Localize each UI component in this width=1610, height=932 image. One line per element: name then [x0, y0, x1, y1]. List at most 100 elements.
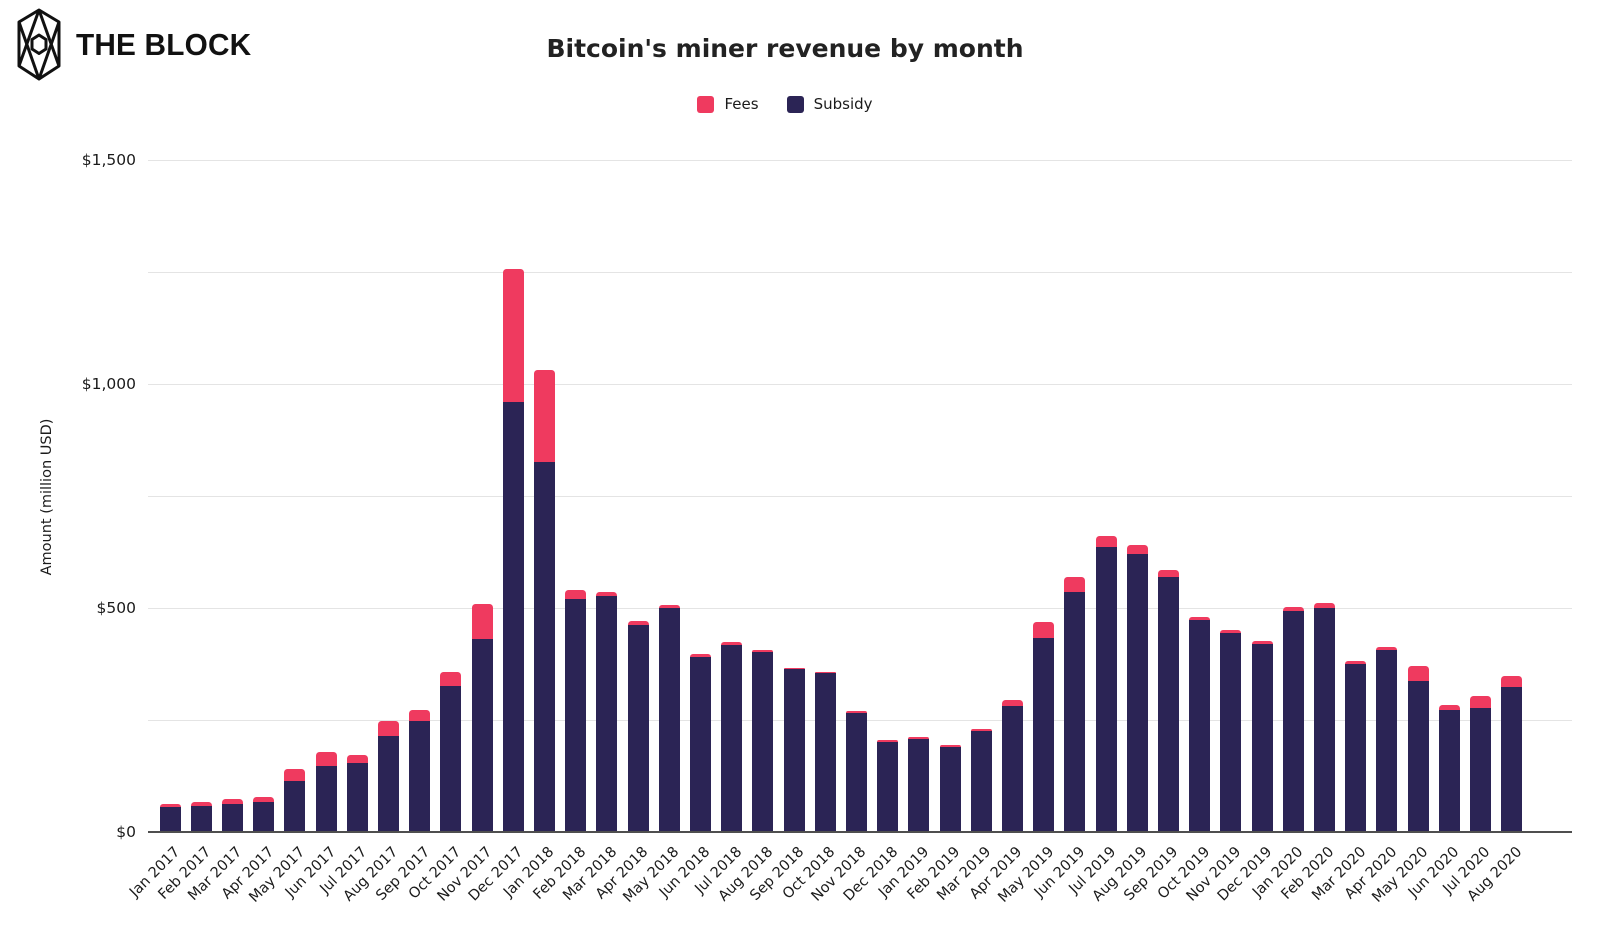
- bar-segment-fees: [1345, 660, 1367, 664]
- bar-segment-subsidy: [1157, 577, 1179, 831]
- bar-segment-subsidy: [814, 673, 836, 831]
- bar-mar-2018[interactable]: [596, 591, 618, 831]
- bar-segment-subsidy: [596, 595, 618, 831]
- bar-segment-subsidy: [502, 402, 524, 831]
- bar-apr-2018[interactable]: [627, 620, 649, 831]
- bar-segment-fees: [533, 370, 555, 462]
- bar-segment-fees: [1469, 696, 1491, 708]
- bar-mar-2017[interactable]: [221, 798, 243, 831]
- bar-oct-2019[interactable]: [1189, 617, 1211, 831]
- bar-segment-subsidy: [1469, 707, 1491, 831]
- bar-oct-2017[interactable]: [440, 672, 462, 831]
- bar-segment-fees: [1407, 666, 1429, 681]
- x-axis-line: [148, 831, 1572, 833]
- bar-jan-2018[interactable]: [533, 370, 555, 831]
- bar-segment-fees: [658, 604, 680, 609]
- block-logo: THE BLOCK: [16, 8, 259, 82]
- bar-segment-fees: [627, 620, 649, 625]
- bar-aug-2019[interactable]: [1126, 545, 1148, 831]
- bar-segment-subsidy: [1064, 592, 1086, 831]
- bar-segment-subsidy: [253, 802, 275, 831]
- bar-jul-2017[interactable]: [346, 755, 368, 831]
- bar-sep-2017[interactable]: [409, 710, 431, 831]
- bar-segment-fees: [1220, 629, 1242, 634]
- bar-apr-2019[interactable]: [1001, 700, 1023, 831]
- bar-aug-2018[interactable]: [752, 649, 774, 831]
- y-tick-label: $1,000: [81, 375, 136, 393]
- bar-jul-2018[interactable]: [721, 642, 743, 831]
- bar-segment-fees: [721, 642, 743, 645]
- bar-segment-fees: [783, 667, 805, 670]
- bar-oct-2018[interactable]: [814, 671, 836, 831]
- bar-segment-fees: [1095, 535, 1117, 547]
- bar-segment-subsidy: [1438, 710, 1460, 831]
- bar-may-2019[interactable]: [1033, 622, 1055, 831]
- bar-dec-2017[interactable]: [502, 269, 524, 831]
- bar-segment-subsidy: [783, 669, 805, 831]
- bar-segment-fees: [502, 269, 524, 403]
- bar-aug-2017[interactable]: [377, 721, 399, 831]
- bar-segment-subsidy: [658, 608, 680, 831]
- bar-jun-2018[interactable]: [689, 654, 711, 831]
- bar-jan-2017[interactable]: [159, 804, 181, 831]
- bar-segment-fees: [1251, 640, 1273, 645]
- bar-jul-2019[interactable]: [1095, 535, 1117, 831]
- bar-jun-2017[interactable]: [315, 751, 337, 831]
- bar-segment-subsidy: [1001, 705, 1023, 831]
- chart-title: Bitcoin's miner revenue by month: [546, 34, 1024, 63]
- bar-segment-fees: [908, 736, 930, 740]
- fees-swatch-icon: [697, 95, 715, 113]
- bar-may-2018[interactable]: [658, 604, 680, 831]
- bar-jan-2019[interactable]: [908, 736, 930, 831]
- bar-segment-subsidy: [1345, 663, 1367, 831]
- bar-feb-2018[interactable]: [565, 589, 587, 831]
- bar-apr-2017[interactable]: [253, 797, 275, 831]
- logo-text: THE BLOCK: [76, 27, 252, 62]
- bar-segment-subsidy: [877, 742, 899, 831]
- bar-feb-2019[interactable]: [939, 744, 961, 831]
- bar-segment-fees: [190, 801, 212, 807]
- bar-mar-2019[interactable]: [970, 728, 992, 831]
- bar-nov-2018[interactable]: [845, 711, 867, 831]
- x-tick-label: Aug 2020: [1464, 844, 1525, 905]
- bar-nov-2017[interactable]: [471, 603, 493, 831]
- bar-dec-2019[interactable]: [1251, 640, 1273, 831]
- bar-segment-fees: [845, 711, 867, 714]
- bar-mar-2020[interactable]: [1345, 660, 1367, 831]
- legend-item-fees[interactable]: Fees: [697, 95, 759, 113]
- bar-sep-2018[interactable]: [783, 667, 805, 831]
- bar-feb-2020[interactable]: [1313, 602, 1335, 831]
- bar-segment-subsidy: [1313, 608, 1335, 831]
- bar-segment-fees: [377, 721, 399, 736]
- bar-segment-fees: [1001, 700, 1023, 706]
- bar-jun-2019[interactable]: [1064, 576, 1086, 831]
- bar-aug-2020[interactable]: [1501, 675, 1523, 831]
- bar-may-2017[interactable]: [284, 769, 306, 831]
- y-tick-label: $0: [116, 823, 136, 841]
- bar-feb-2017[interactable]: [190, 801, 212, 831]
- bar-segment-subsidy: [1251, 644, 1273, 831]
- bar-segment-fees: [752, 649, 774, 652]
- bar-jan-2020[interactable]: [1282, 607, 1304, 831]
- legend: Fees Subsidy: [0, 95, 1570, 113]
- gridline: [148, 272, 1572, 273]
- bar-segment-fees: [1189, 617, 1211, 621]
- bar-jun-2020[interactable]: [1438, 705, 1460, 831]
- bar-segment-subsidy: [284, 780, 306, 831]
- legend-item-subsidy[interactable]: Subsidy: [786, 95, 873, 113]
- bar-segment-fees: [596, 591, 618, 596]
- bar-segment-fees: [159, 804, 181, 807]
- bar-apr-2020[interactable]: [1376, 647, 1398, 831]
- bar-segment-fees: [315, 751, 337, 766]
- bar-segment-subsidy: [627, 624, 649, 831]
- bar-segment-subsidy: [1501, 687, 1523, 831]
- bar-segment-fees: [689, 654, 711, 657]
- plot-area: $1,500 $1,000 $500 $0 Jan 2017 Feb 2017 Mar 20…: [82, 151, 1572, 906]
- bar-nov-2019[interactable]: [1220, 629, 1242, 831]
- bar-dec-2018[interactable]: [877, 739, 899, 831]
- bar-may-2020[interactable]: [1407, 666, 1429, 831]
- bar-segment-fees: [1157, 570, 1179, 577]
- bar-sep-2019[interactable]: [1157, 570, 1179, 831]
- bar-jul-2020[interactable]: [1469, 696, 1491, 831]
